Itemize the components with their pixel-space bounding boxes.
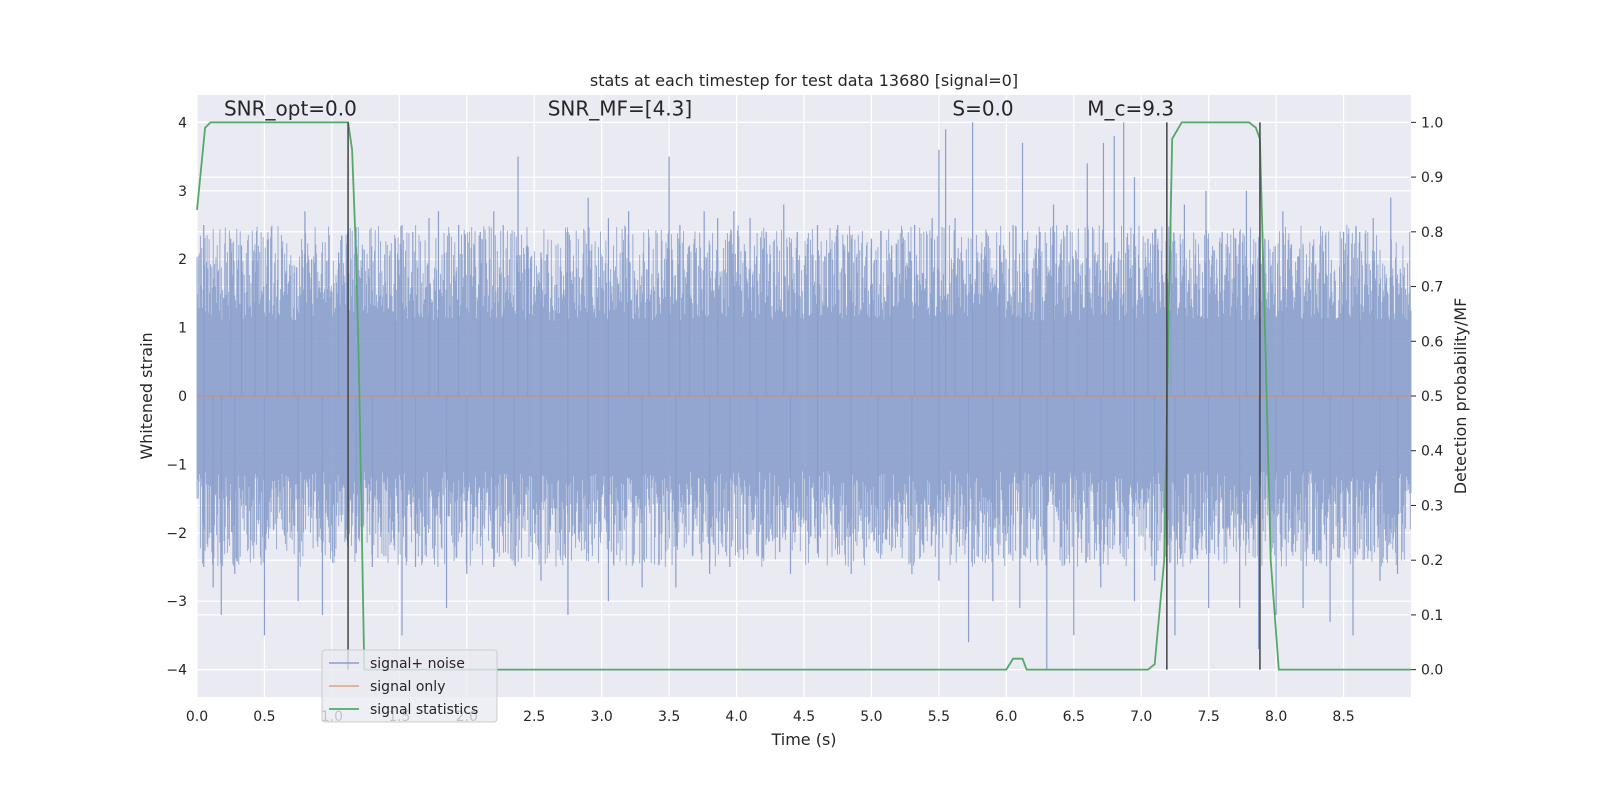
annotation-label: M_c=9.3: [1087, 97, 1174, 121]
y2-tick-label: 0.2: [1421, 553, 1443, 569]
y2-tick-label: 0.3: [1421, 498, 1443, 514]
y2-tick-label: 0.1: [1421, 608, 1443, 624]
stats-series: [196, 121, 1411, 671]
legend-label-signal: signal only: [370, 679, 445, 695]
y-tick-label: 4: [178, 115, 187, 131]
y2-axis-label: Detection probability/MF: [1451, 298, 1470, 495]
y2-tick-label: 0.7: [1421, 280, 1443, 296]
annotations: SNR_opt=0.0 SNR_MF=[4.3] S=0.0 M_c=9.3: [224, 97, 1174, 121]
annotation-label: SNR_opt=0.0: [224, 97, 357, 121]
y2-tick-label: 0.5: [1421, 389, 1443, 405]
y-tick-label: −2: [166, 526, 187, 542]
x-tick-label: 4.0: [725, 709, 747, 725]
y-tick-label: −4: [166, 663, 187, 679]
y-tick-label: 3: [178, 184, 187, 200]
y2-tick-label: 0.9: [1421, 170, 1443, 186]
y-tick-labels: −4 −3 −2 −1 0 1 2 3 4: [166, 115, 187, 678]
y-tick-label: −1: [166, 457, 187, 473]
x-tick-label: 0.5: [253, 709, 275, 725]
x-tick-label: 5.5: [928, 709, 950, 725]
legend: signal+ noise signal only signal statist…: [321, 649, 498, 723]
y2-tick-label: 0.8: [1421, 225, 1443, 241]
y2-tick-label: 1.0: [1421, 115, 1443, 131]
x-tick-label: 7.0: [1130, 709, 1152, 725]
x-tick-label: 3.5: [658, 709, 680, 725]
y-tick-label: 1: [178, 321, 187, 337]
chart-title: stats at each timestep for test data 136…: [590, 71, 1018, 90]
y-tick-label: 2: [178, 252, 187, 268]
x-tick-label: 2.5: [523, 709, 545, 725]
y-tick-label: 0: [178, 389, 187, 405]
x-tick-label: 6.0: [995, 709, 1017, 725]
x-axis-label: Time (s): [770, 730, 836, 749]
y2-tick-labels: 0.0 0.1 0.2 0.3 0.4 0.5 0.6 0.7 0.8 0.9 1.0: [1411, 115, 1443, 679]
x-tick-label: 6.5: [1063, 709, 1085, 725]
annotation-label: SNR_MF=[4.3]: [548, 97, 692, 121]
x-tick-label: 3.0: [591, 709, 613, 725]
legend-label-stats: signal statistics: [370, 702, 478, 718]
x-tick-label: 7.5: [1198, 709, 1220, 725]
x-tick-label: 4.5: [793, 709, 815, 725]
x-tick-label: 0.0: [186, 709, 208, 725]
legend-label-noise: signal+ noise: [370, 656, 465, 672]
y2-tick-label: 0.0: [1421, 663, 1443, 679]
y-tick-label: −3: [166, 594, 187, 610]
y-axis-label: Whitened strain: [137, 332, 156, 459]
y2-tick-label: 0.4: [1421, 444, 1443, 460]
legend-box: [321, 649, 498, 723]
signal-statistics-line: [196, 121, 1411, 671]
vertical-markers: [347, 122, 1261, 670]
noise-series: [196, 122, 1412, 670]
x-tick-label: 8.0: [1265, 709, 1287, 725]
y2-tick-label: 0.6: [1421, 334, 1443, 350]
x-tick-label: 8.5: [1332, 709, 1354, 725]
x-tick-label: 5.0: [860, 709, 882, 725]
annotation-label: S=0.0: [952, 97, 1013, 121]
